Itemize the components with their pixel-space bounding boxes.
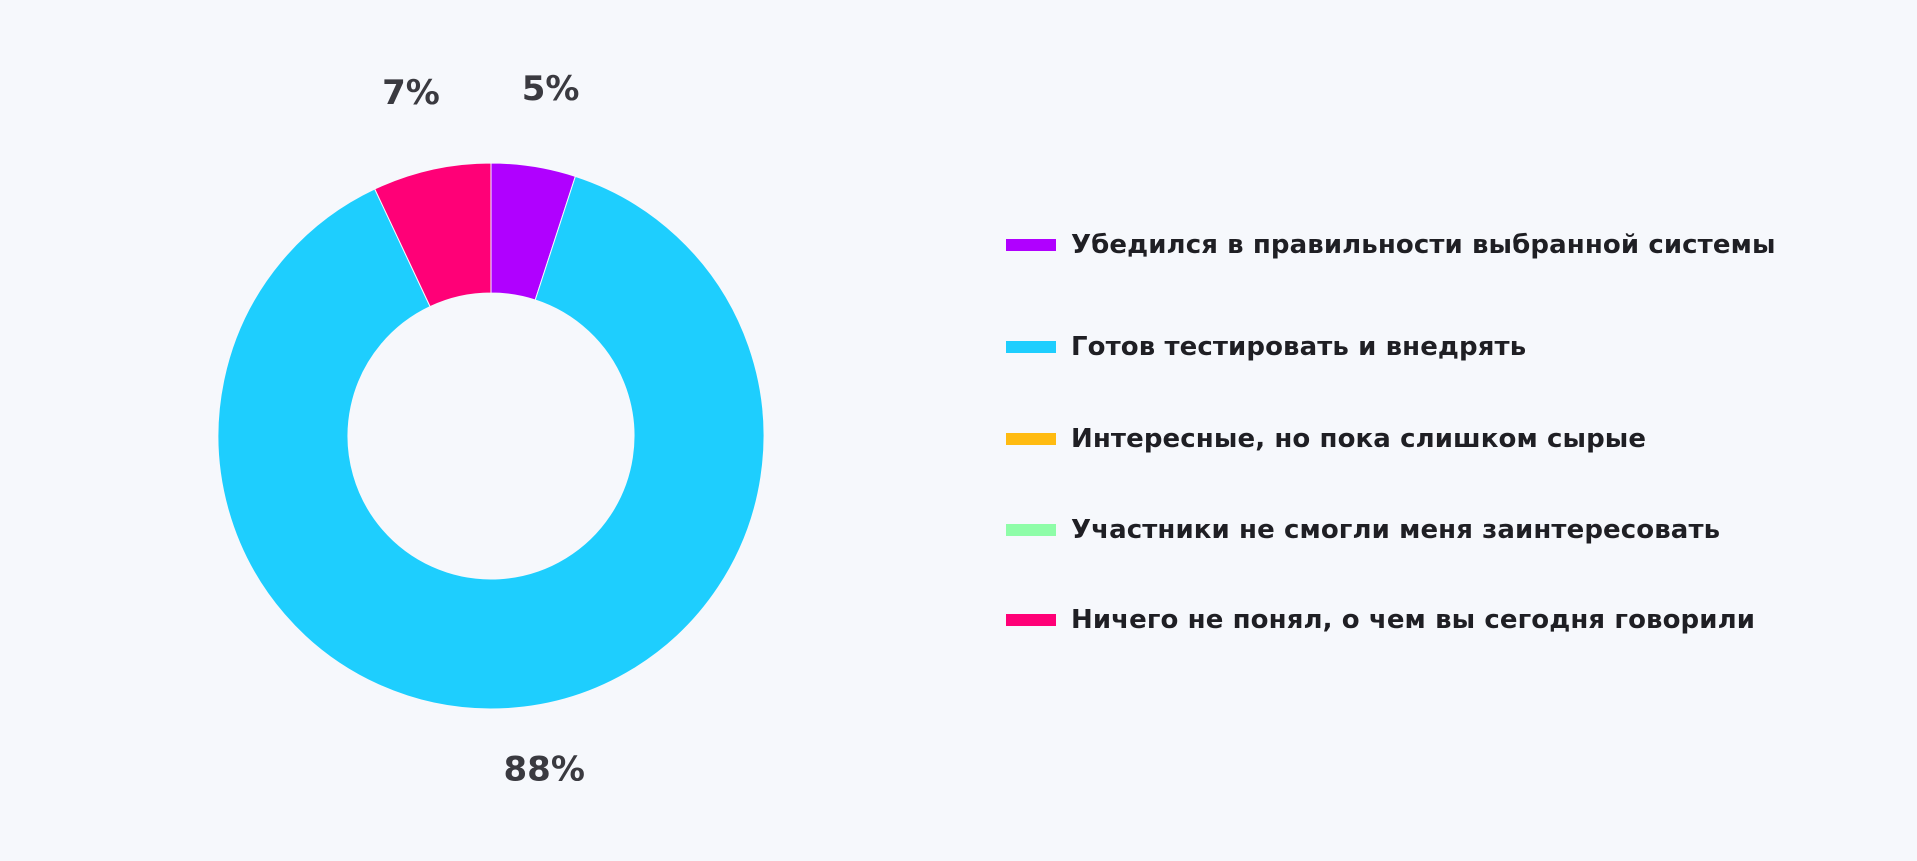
- legend-label: Ничего не понял, о чем вы сегодня говори…: [1071, 605, 1756, 635]
- legend-label: Убедился в правильности выбранной систем…: [1071, 230, 1776, 260]
- legend-item: Ничего не понял, о чем вы сегодня говори…: [1006, 605, 1755, 635]
- legend-swatch: [1006, 239, 1056, 251]
- legend-swatch: [1006, 524, 1056, 536]
- legend-swatch: [1006, 433, 1056, 445]
- donut-slice: [374, 162, 492, 308]
- legend-swatch: [1006, 341, 1056, 353]
- data-label: 5%: [522, 69, 580, 109]
- data-label: 7%: [382, 73, 440, 113]
- legend-label: Готов тестировать и внедрять: [1071, 332, 1527, 362]
- legend-label: Интересные, но пока слишком сырые: [1071, 424, 1647, 454]
- data-label: 88%: [504, 749, 585, 789]
- legend-item: Готов тестировать и внедрять: [1006, 332, 1526, 362]
- legend-item: Убедился в правильности выбранной систем…: [1006, 230, 1776, 260]
- legend-item: Интересные, но пока слишком сырые: [1006, 424, 1646, 454]
- donut-slices: [217, 162, 765, 710]
- donut-data-labels: 5% 88% 7%: [382, 69, 585, 789]
- legend-item: Участники не смогли меня заинтересовать: [1006, 515, 1720, 545]
- legend-swatch: [1006, 614, 1056, 626]
- legend-label: Участники не смогли меня заинтересовать: [1071, 515, 1721, 545]
- donut-slice: [217, 175, 765, 710]
